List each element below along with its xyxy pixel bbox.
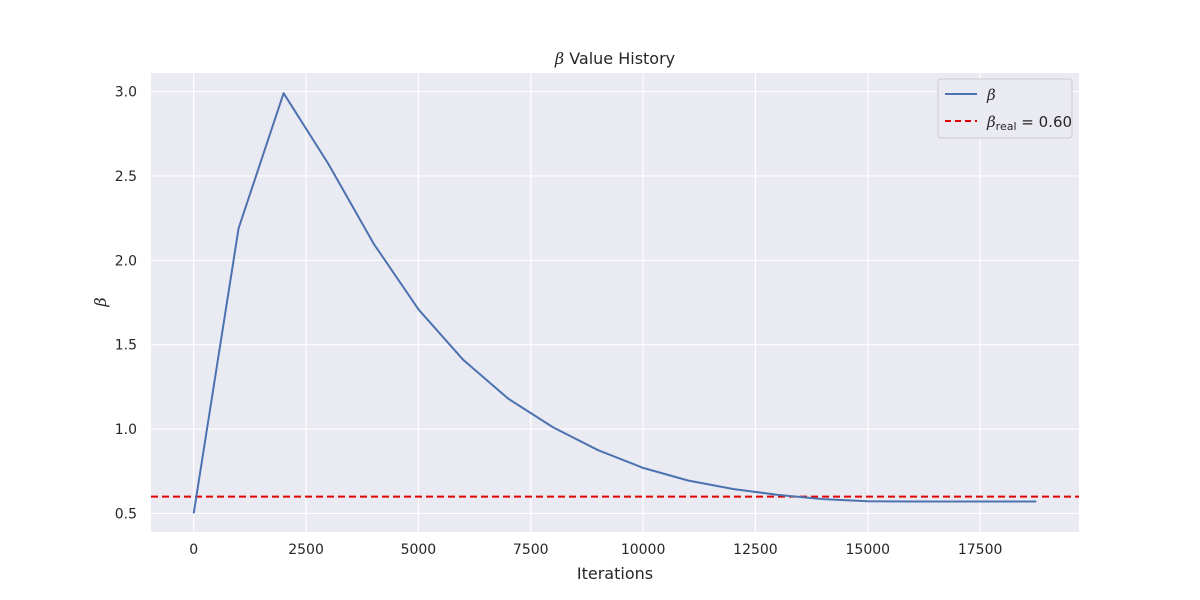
legend: β βreal = 0.60: [937, 78, 1073, 139]
data-point: [777, 494, 779, 496]
data-point: [283, 92, 285, 94]
y-tick-label: 1.0: [115, 422, 137, 438]
x-tick-label: 10000: [621, 542, 666, 558]
data-point: [687, 480, 689, 482]
data-point: [642, 467, 644, 469]
x-axis-ticks: 0 2500 5000 7500 10000 12500 15000 17500: [189, 542, 1002, 558]
legend-beta-real-suffix: = 0.60: [1017, 113, 1073, 131]
legend-beta-real-symbol: β: [986, 113, 996, 131]
data-point: [957, 500, 959, 502]
legend-beta-real-subscript: real: [996, 120, 1017, 133]
x-axis-label: Iterations: [577, 564, 653, 583]
x-tick-label: 2500: [288, 542, 324, 558]
y-tick-label: 1.5: [115, 338, 137, 354]
data-series: [192, 92, 1037, 514]
x-tick-label: 15000: [846, 542, 891, 558]
y-tick-label: 3.0: [115, 85, 137, 101]
y-tick-label: 2.0: [115, 253, 137, 269]
data-point: [552, 426, 554, 428]
y-axis-ticks: 0.5 1.0 1.5 2.0 2.5 3.0: [115, 85, 137, 523]
legend-label-beta: β: [986, 86, 996, 104]
data-point: [822, 498, 824, 500]
data-point: [732, 488, 734, 490]
series-line-beta: [192, 92, 1037, 514]
chart-title-text: Value History: [564, 49, 675, 68]
x-tick-label: 7500: [513, 542, 549, 558]
data-point: [1035, 500, 1037, 502]
data-point: [867, 500, 869, 502]
y-tick-label: 0.5: [115, 506, 137, 522]
data-point: [912, 500, 914, 502]
x-tick-label: 12500: [733, 542, 778, 558]
y-axis-label: β: [91, 297, 110, 307]
legend-label-beta-real: βreal = 0.60: [986, 113, 1072, 133]
data-point: [372, 242, 374, 244]
data-point: [507, 398, 509, 400]
data-point: [238, 227, 240, 229]
plot-area: [151, 73, 1079, 532]
x-tick-label: 0: [189, 542, 198, 558]
x-tick-label: 17500: [958, 542, 1003, 558]
x-tick-label: 5000: [401, 542, 437, 558]
chart-title-symbol: β: [554, 49, 564, 68]
data-point: [462, 359, 464, 361]
data-point: [597, 449, 599, 451]
data-point: [1002, 500, 1004, 502]
data-point: [328, 163, 330, 165]
y-tick-label: 2.5: [115, 169, 137, 185]
data-point: [417, 308, 419, 310]
data-point: [193, 512, 195, 514]
chart-title: β Value History: [554, 49, 675, 68]
grid-lines: [151, 73, 1079, 532]
